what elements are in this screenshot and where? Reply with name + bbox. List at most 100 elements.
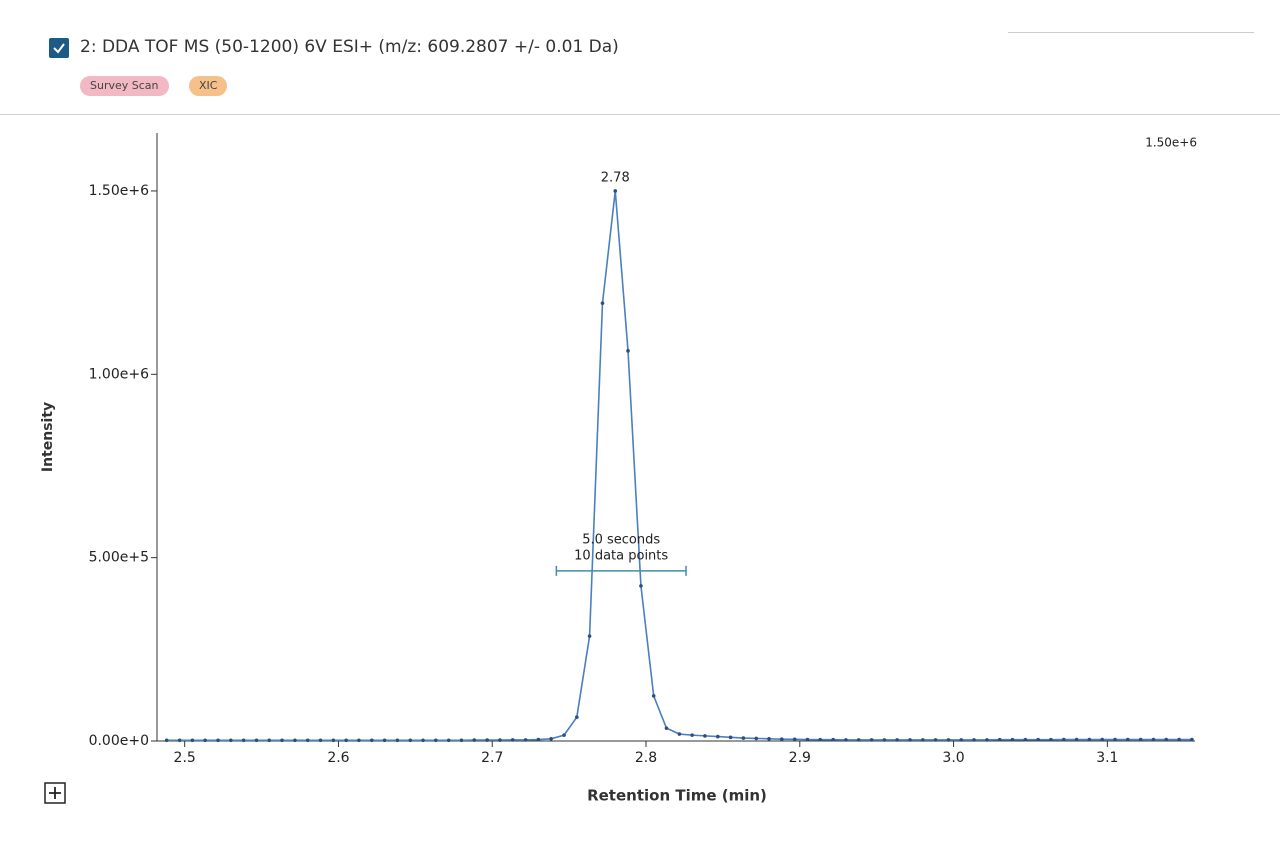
data-point [1049, 737, 1053, 742]
data-point [882, 738, 887, 742]
data-point [331, 738, 336, 743]
data-point [1074, 737, 1079, 742]
data-point [190, 738, 195, 743]
data-point [997, 737, 1002, 742]
expand-button[interactable] [44, 782, 66, 804]
data-point [1113, 737, 1117, 742]
data-point [344, 738, 348, 743]
y-tick-label: 5.00e+5 [89, 550, 149, 566]
data-point [728, 735, 733, 740]
data-point [818, 737, 823, 742]
x-tick-label: 2.6 [327, 750, 349, 766]
data-point [433, 738, 438, 743]
data-point [600, 301, 605, 305]
data-point [677, 732, 682, 736]
data-point [254, 738, 259, 743]
y-tick-label: 1.00e+6 [89, 366, 150, 382]
data-point [587, 634, 592, 638]
data-point [613, 189, 618, 193]
data-point [164, 738, 169, 743]
y-tick-label: 1.50e+6 [89, 183, 150, 199]
x-tick-label: 2.9 [789, 750, 811, 766]
data-point [651, 694, 656, 698]
data-point [716, 734, 720, 739]
x-tick-label: 3.1 [1096, 750, 1118, 766]
max-label: 1.50e+6 [1145, 136, 1197, 150]
data-point [216, 738, 220, 743]
data-point [549, 736, 553, 741]
data-point [869, 738, 874, 742]
data-point [1125, 737, 1130, 742]
checkbox[interactable] [49, 38, 69, 58]
data-point [472, 738, 477, 742]
data-point [779, 737, 784, 741]
x-tick-label: 2.5 [174, 750, 196, 766]
data-point [1087, 737, 1092, 742]
data-point [856, 738, 861, 742]
data-point [575, 715, 579, 719]
data-point [293, 738, 297, 743]
data-point [946, 738, 951, 742]
check-icon [53, 43, 65, 54]
header: 2: DDA TOF MS (50-1200) 6V ESI+ (m/z: 60… [0, 0, 1280, 115]
data-point [395, 738, 400, 743]
tag[interactable]: Survey Scan [80, 76, 169, 96]
data-point [933, 738, 938, 742]
data-point [523, 738, 528, 742]
plus-icon [49, 787, 61, 799]
data-point [895, 738, 899, 742]
data-point [1151, 737, 1156, 742]
data-point [1036, 737, 1040, 742]
data-point [1138, 737, 1143, 742]
data-point [446, 738, 451, 743]
data-point [985, 738, 989, 742]
data-point [626, 349, 630, 353]
data-point [1023, 737, 1028, 742]
divider [1008, 32, 1254, 33]
data-point [792, 737, 797, 742]
data-point [741, 736, 746, 740]
data-point [485, 738, 489, 742]
data-point [536, 737, 541, 742]
data-point [754, 736, 759, 741]
data-point [1177, 737, 1181, 742]
peak-label: 2.78 [601, 170, 630, 185]
data-point [382, 738, 387, 743]
data-point [690, 733, 694, 737]
x-tick-label: 3.0 [942, 750, 964, 766]
data-point [1062, 737, 1066, 742]
data-point [1100, 737, 1105, 742]
data-point [562, 733, 566, 737]
data-point [241, 738, 246, 743]
data-point [908, 738, 912, 742]
y-tick-label: 0.00e+0 [89, 733, 149, 749]
data-point [370, 738, 374, 743]
data-point [844, 738, 848, 742]
data-point [767, 736, 771, 741]
y-axis-title: Intensity [40, 402, 56, 472]
data-point [805, 737, 810, 742]
data-point [639, 584, 643, 588]
data-point [421, 738, 425, 743]
data-point [664, 726, 669, 730]
width-label: 10 data points [574, 548, 668, 563]
data-point [959, 738, 964, 742]
data-point [1190, 737, 1194, 742]
x-tick-label: 2.8 [635, 750, 657, 766]
data-point [267, 738, 272, 743]
data-point [972, 738, 976, 742]
series-line [166, 190, 1192, 742]
data-point [459, 738, 464, 743]
trace-title: 2: DDA TOF MS (50-1200) 6V ESI+ (m/z: 60… [80, 37, 619, 57]
data-point [357, 738, 361, 743]
data-point [921, 738, 925, 742]
data-point [318, 738, 323, 743]
data-point [408, 738, 413, 743]
data-point [203, 738, 207, 743]
x-axis-title: Retention Time (min) [587, 787, 767, 805]
data-point [703, 734, 707, 738]
tag[interactable]: XIC [189, 76, 228, 96]
data-point [1010, 737, 1015, 742]
